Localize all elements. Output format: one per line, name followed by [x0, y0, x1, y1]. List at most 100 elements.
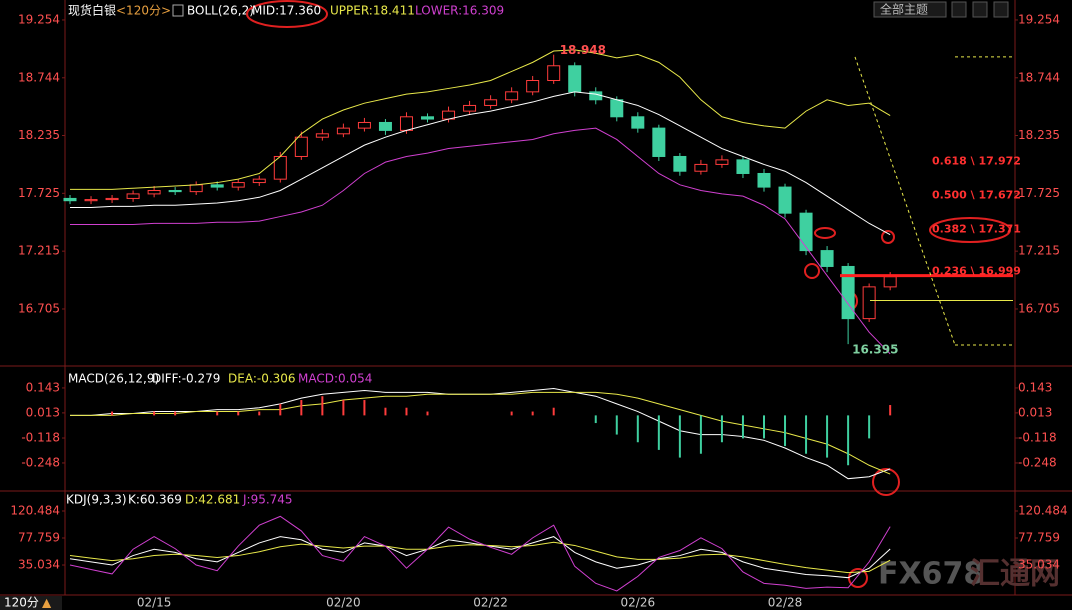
low-label: 16.395 — [852, 343, 898, 357]
y-tick-label: 18.744 — [18, 70, 60, 84]
candle-body — [589, 91, 603, 101]
fib-label: 0.618 \ 17.972 — [932, 154, 1021, 167]
y-tick-label: 19.254 — [1018, 12, 1060, 26]
candle-body — [231, 182, 245, 188]
annotation-circle — [246, 0, 328, 28]
candle-body — [736, 159, 750, 174]
legend-entry: LOWER:16.309 — [415, 4, 504, 18]
candle-body — [105, 197, 119, 201]
icon-button[interactable] — [993, 1, 1009, 18]
theme-button-label: 全部主题 — [880, 2, 928, 17]
candle-body — [399, 116, 413, 131]
candle-body — [757, 172, 771, 188]
panel-title: MACD(26,12,9) — [68, 372, 159, 386]
y-tick-label: 16.705 — [1018, 301, 1060, 315]
period-button-arrow: ▲ — [42, 596, 52, 610]
candle-body — [463, 104, 477, 112]
y-tick-label: 19.254 — [18, 12, 60, 26]
candle-body — [168, 189, 182, 193]
icon-button[interactable] — [972, 1, 988, 18]
indicator-line — [70, 391, 891, 475]
y-tick-label: 120.484 — [10, 504, 60, 518]
y-tick-label: 0.143 — [26, 380, 60, 394]
y-tick-label: 35.034 — [1018, 558, 1060, 572]
period-button[interactable] — [0, 596, 62, 610]
y-tick-label: -0.118 — [1018, 431, 1057, 445]
legend-entry: J:95.745 — [242, 493, 293, 507]
candle-body — [799, 212, 813, 252]
annotation-circle — [804, 263, 820, 279]
y-tick-label: -0.118 — [21, 431, 60, 445]
candle-body — [526, 80, 540, 93]
y-tick-label: 77.759 — [18, 531, 60, 545]
x-tick-label: 02/28 — [768, 596, 803, 610]
watermark: 汇通网 — [970, 557, 1060, 592]
candle-body — [189, 184, 203, 193]
candle-body — [421, 116, 435, 120]
candle-body — [673, 155, 687, 172]
y-tick-label: 18.235 — [18, 128, 60, 142]
candle-body — [126, 193, 140, 199]
watermark: FX678 — [878, 557, 984, 592]
legend-entry: MACD:0.054 — [298, 372, 372, 386]
indicator-line — [69, 541, 891, 574]
candle-body — [820, 250, 834, 267]
fib-label: 0.382 \ 17.371 — [932, 222, 1021, 235]
candle-body — [294, 136, 308, 157]
legend-entry: DIFF:-0.279 — [152, 372, 220, 386]
icon — [172, 4, 184, 17]
theme-button[interactable] — [873, 1, 947, 18]
candle-body — [210, 184, 224, 188]
y-tick-label: 0.013 — [26, 405, 60, 419]
boll-line — [70, 49, 891, 190]
annotation-circle — [872, 468, 900, 496]
y-tick-label: 120.484 — [1018, 504, 1068, 518]
candle-body — [357, 121, 371, 129]
indicator-line — [69, 536, 891, 579]
candle-body — [694, 163, 708, 172]
indicator-line — [69, 515, 891, 592]
candle-body — [252, 178, 266, 184]
candle-body — [841, 265, 855, 320]
candle-body — [610, 99, 624, 118]
candle-body — [84, 199, 98, 202]
x-tick-label: 02/22 — [473, 596, 508, 610]
candle-body — [505, 91, 519, 101]
y-tick-label: 0.013 — [1018, 405, 1052, 419]
y-tick-label: 17.215 — [1018, 244, 1060, 258]
annotation-circle — [848, 568, 868, 588]
instrument-title: 现货白银 — [68, 3, 116, 18]
y-tick-label: 17.215 — [18, 244, 60, 258]
fib-label: 0.236 \ 16.999 — [932, 265, 1021, 278]
boll-line — [70, 127, 891, 355]
fib-label: 0.500 \ 17.672 — [932, 188, 1021, 201]
period-button-label: 120分 — [4, 596, 39, 610]
candle-body — [547, 65, 561, 82]
x-tick-label: 02/26 — [621, 596, 656, 610]
boll-line — [70, 91, 891, 236]
candle-body — [883, 276, 897, 288]
candle-body — [862, 286, 876, 320]
y-tick-label: 77.759 — [1018, 531, 1060, 545]
candle-body — [778, 186, 792, 214]
annotation-circle — [881, 230, 895, 244]
candle-body — [568, 65, 582, 93]
candle-body — [631, 116, 645, 129]
candle-body — [652, 127, 666, 157]
period: <120分> — [116, 4, 171, 18]
legend-entry: D:42.681 — [185, 493, 240, 507]
candle-body — [715, 159, 729, 165]
y-tick-label: 17.725 — [1018, 186, 1060, 200]
icon-button[interactable] — [951, 1, 967, 18]
annotation-circle — [929, 217, 1011, 243]
y-tick-label: 18.235 — [1018, 128, 1060, 142]
candle-body — [63, 197, 77, 202]
candle-body — [336, 127, 350, 135]
y-tick-label: -0.248 — [21, 455, 60, 469]
annotation-circle — [814, 227, 836, 239]
legend-entry: UPPER:18.411 — [330, 4, 415, 18]
candle-body — [484, 99, 498, 106]
candle-body — [147, 189, 161, 195]
y-tick-label: 17.725 — [18, 186, 60, 200]
